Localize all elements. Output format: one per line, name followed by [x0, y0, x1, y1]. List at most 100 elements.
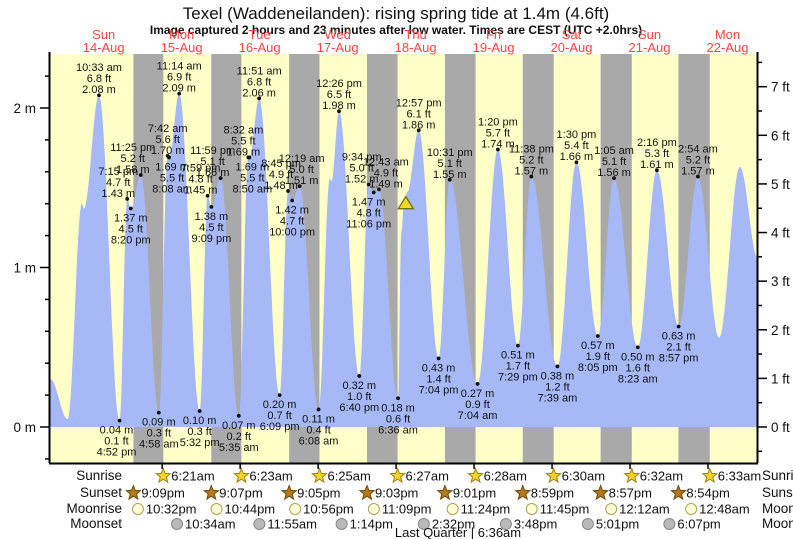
moonset-row-label: Moonset — [70, 516, 122, 531]
tide-annotation-line: 8:45 pm — [261, 158, 301, 170]
tide-annotation-line: 8:32 am — [224, 124, 264, 136]
tide-annotation-line: 0.18 m — [381, 402, 415, 414]
tide-annotation-line: 5:32 pm — [180, 437, 220, 449]
tide-annotation-line: 1.69 m — [155, 161, 189, 173]
tide-annotation-line: 0.57 m — [581, 340, 615, 352]
tide-annotation-line: 8:23 am — [618, 373, 658, 385]
tide-annotation-line: 1.9 ft — [586, 351, 610, 363]
day-date-label: 21-Aug — [629, 40, 671, 55]
sunset-icon — [669, 484, 687, 501]
moonset-time: 1:14pm — [350, 517, 393, 532]
sunrise-icon — [310, 467, 328, 484]
tide-point — [197, 409, 202, 413]
tide-annotation-line: 1.70 m — [151, 145, 185, 157]
sunset-icon — [202, 484, 220, 501]
current-tide-marker — [397, 195, 415, 210]
sunset-time: 9:03pm — [375, 486, 418, 501]
sunrise-icon — [545, 467, 563, 484]
right-axis-label: 0 ft — [771, 420, 790, 435]
tide-annotations: 10:33 am6.8 ft2.08 m0.04 m0.1 ft4:52 pm7… — [76, 61, 718, 459]
tide-annotation-line: 7:29 pm — [498, 372, 538, 384]
tide-annotation-line: 5.5 ft — [240, 172, 264, 184]
tide-annotation-line: 0.50 m — [621, 351, 655, 363]
tide-point — [416, 128, 421, 133]
tide-annotation-line: 0.4 ft — [306, 424, 330, 436]
tide-point — [297, 184, 302, 189]
tide-point — [555, 364, 560, 369]
left-axis-label: 0 m — [13, 420, 36, 435]
tide-point — [574, 160, 579, 165]
sunset-time: 8:57pm — [609, 486, 652, 501]
tide-annotation-line: 7:04 pm — [419, 384, 459, 396]
tide-annotation-line: 12:43 am — [363, 156, 409, 168]
tide-annotation-line: 1.57 m — [515, 166, 549, 178]
moonrise-time: 12:12am — [619, 502, 670, 517]
tide-annotation-line: 1.69 m — [227, 146, 261, 158]
tide-annotation-line: 1.56 m — [597, 167, 631, 179]
tide-annotation-line: 7:15 pm — [98, 166, 138, 178]
tide-annotation-line: 1.74 m — [481, 138, 515, 150]
axes: 0 m 1 m 2 m 0 ft 1 ft 2 ft 3 ft 4 ft 5 ft 6 ft 7 f… — [13, 52, 790, 469]
moonset-icon — [171, 518, 184, 530]
tide-annotation-line: 8:08 am — [152, 183, 192, 195]
tide-annotation-line: 7:39 am — [538, 392, 578, 404]
tide-point — [257, 96, 262, 101]
right-axis-label: 3 ft — [771, 274, 790, 289]
tide-annotation-line: 2:54 am — [678, 144, 718, 156]
moonrise-icon — [367, 503, 380, 515]
day-date-label: 20-Aug — [551, 40, 593, 55]
tide-annotation-line: 7:59 pm — [181, 163, 221, 175]
tide-annotation-line: 12:57 pm — [396, 97, 442, 109]
tide-annotation-line: 1.49 m — [369, 178, 403, 190]
sunrise-icon — [701, 467, 719, 484]
sunrise-icon — [623, 467, 641, 484]
moonrise-row-label-right: Moonrise — [762, 501, 793, 516]
day-of-week-label: Mon — [169, 27, 194, 42]
tide-annotation-line: 11:59 pm — [190, 145, 235, 157]
day-date-label: 22-Aug — [707, 40, 749, 55]
tide-annotation-line: 11:25 pm — [110, 142, 155, 154]
tide-point — [290, 198, 295, 203]
tide-annotation-line: 1.7 ft — [506, 361, 530, 373]
sunset-time: 9:07pm — [219, 486, 262, 501]
chart-title: Texel (Waddeneilanden): rising spring ti… — [183, 4, 609, 23]
tide-annotation-line: 0.09 m — [142, 417, 176, 429]
moonset-icon — [581, 518, 594, 530]
tide-annotation-line: 0.2 ft — [227, 431, 251, 443]
tide-annotation-line: 0.9 ft — [465, 399, 489, 411]
sunrise-time: 6:28am — [484, 469, 527, 484]
day-of-week-label: Sat — [562, 27, 582, 42]
tide-annotation-line: 4.9 ft — [374, 167, 398, 179]
tide-annotation-line: 0.32 m — [342, 380, 376, 392]
sunset-row-label-right: Sunset — [762, 485, 793, 500]
tide-point — [277, 393, 282, 397]
sunrise-time: 6:33am — [718, 469, 761, 484]
rising-tide-marker — [397, 195, 415, 210]
sunrise-time: 6:25am — [327, 469, 370, 484]
left-axis-label: 1 m — [13, 261, 36, 276]
moonset-icon — [417, 518, 430, 530]
tide-annotation-line: 1.6 ft — [626, 362, 650, 374]
tide-point — [218, 176, 223, 181]
moonset-time: 10:34am — [185, 517, 236, 532]
sunset-time: 8:54pm — [686, 486, 729, 501]
tide-annotation-line: 0.1 ft — [104, 436, 128, 448]
day-of-week-label: Thu — [404, 27, 426, 42]
tide-point — [337, 109, 341, 114]
tide-annotation-line: 0.11 m — [302, 413, 335, 425]
tide-point — [117, 418, 122, 423]
tide-point — [635, 345, 640, 350]
tide-point — [138, 173, 143, 177]
tide-annotation-line: 5.1 ft — [438, 158, 462, 170]
tide-annotation-line: 1.4 ft — [426, 373, 450, 385]
tide-point — [316, 407, 321, 412]
tide-annotation-line: 0.43 m — [422, 362, 456, 374]
moonset-time: 6:07pm — [677, 517, 720, 532]
tide-point — [209, 204, 214, 209]
moonrise-time: 11:24pm — [461, 502, 511, 517]
tide-point — [654, 168, 659, 173]
tide-annotation-line: 2.06 m — [242, 87, 276, 99]
tide-annotation-line: 6.8 ft — [87, 73, 111, 85]
tide-annotation-line: 8:57 pm — [659, 353, 699, 365]
